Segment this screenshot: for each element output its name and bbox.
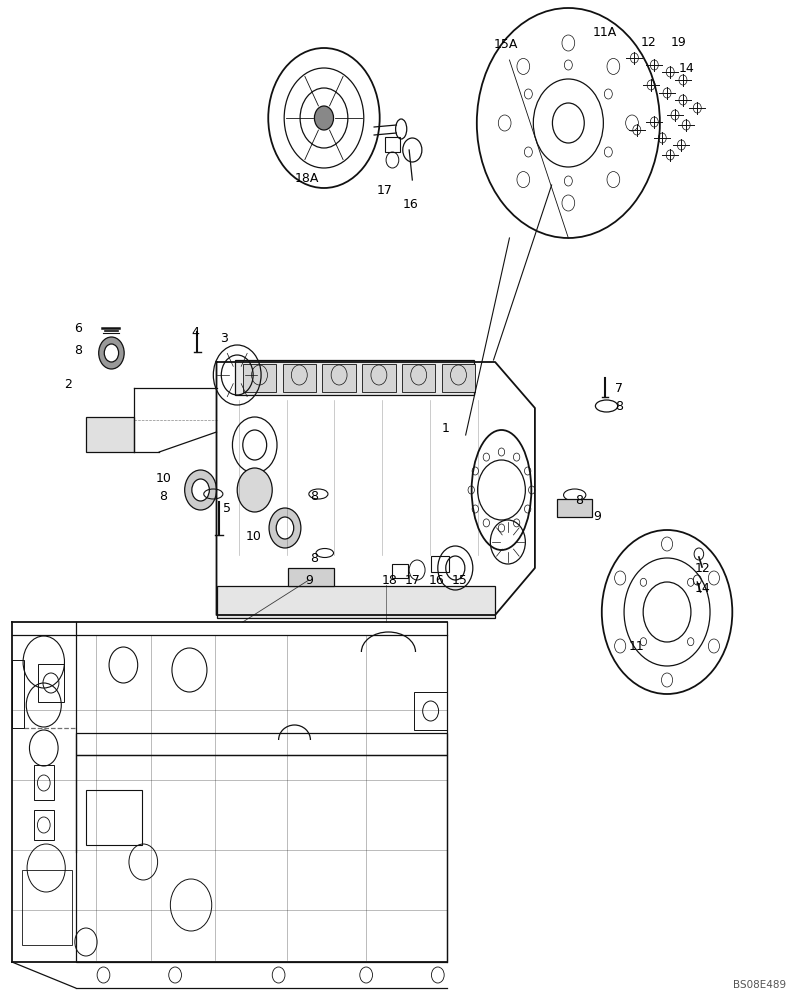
Text: 6: 6 (74, 322, 82, 334)
Bar (283, 364, 316, 392)
Bar (288, 568, 334, 586)
Bar (431, 556, 449, 572)
Text: 10: 10 (155, 472, 171, 485)
Bar (38, 664, 64, 702)
Text: 9: 9 (305, 574, 313, 586)
Circle shape (237, 468, 272, 512)
Text: 14: 14 (694, 582, 710, 594)
Text: 7: 7 (615, 381, 623, 394)
Text: 17: 17 (377, 184, 392, 196)
Text: 8: 8 (310, 489, 318, 502)
Bar (243, 364, 276, 392)
Bar (76, 755, 447, 962)
Text: 8: 8 (576, 493, 583, 506)
Text: 18: 18 (382, 574, 398, 586)
Text: 19: 19 (670, 35, 686, 48)
Bar (414, 692, 447, 730)
Text: 8: 8 (159, 489, 167, 502)
Text: 11: 11 (629, 640, 645, 652)
Text: 8: 8 (74, 344, 82, 357)
Bar (442, 364, 475, 392)
Text: 4: 4 (191, 326, 199, 340)
Circle shape (314, 106, 334, 130)
Bar (362, 364, 396, 392)
Bar (86, 790, 142, 845)
Bar (402, 364, 435, 392)
Bar (34, 810, 54, 840)
Text: 8: 8 (310, 552, 318, 564)
Text: 2: 2 (64, 378, 72, 391)
Text: 12: 12 (641, 35, 657, 48)
Text: BS08E489: BS08E489 (733, 980, 786, 990)
Bar (86, 417, 134, 452)
Text: 15A: 15A (494, 38, 517, 51)
Bar (12, 660, 24, 728)
Circle shape (192, 479, 209, 501)
Bar (217, 586, 495, 618)
Text: 3: 3 (220, 332, 228, 344)
Bar (76, 733, 447, 755)
Bar (385, 137, 400, 152)
Text: 16: 16 (403, 198, 419, 212)
Text: 16: 16 (428, 574, 444, 586)
Text: 18A: 18A (295, 172, 318, 184)
Text: 12: 12 (694, 562, 710, 574)
Circle shape (269, 508, 301, 548)
Bar (235, 360, 474, 395)
Bar (34, 765, 54, 800)
Text: 15: 15 (452, 574, 468, 586)
Bar (322, 364, 356, 392)
Bar (22, 870, 72, 945)
Circle shape (185, 470, 217, 510)
Circle shape (104, 344, 119, 362)
Text: 9: 9 (593, 510, 601, 522)
Bar (557, 499, 592, 517)
Circle shape (276, 517, 294, 539)
Text: 8: 8 (615, 399, 623, 412)
Bar (392, 564, 408, 578)
Circle shape (99, 337, 124, 369)
Text: 5: 5 (223, 502, 231, 514)
Text: 1: 1 (442, 422, 450, 434)
Text: 11A: 11A (593, 25, 617, 38)
Text: 14: 14 (678, 62, 694, 75)
Text: 17: 17 (404, 574, 420, 586)
Text: 10: 10 (245, 530, 261, 542)
